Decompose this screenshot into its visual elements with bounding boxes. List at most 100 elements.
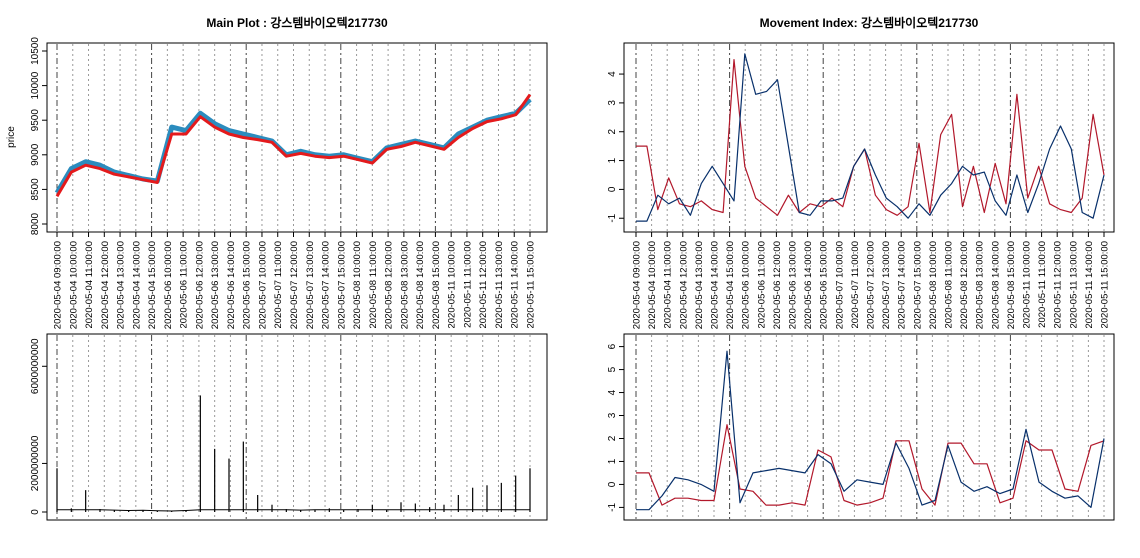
main-xtick-label: 2020-05-04 12:00:00 <box>100 241 111 329</box>
mi-xtick-label: 2020-05-04 15:00:00 <box>725 241 736 329</box>
mi-xtick-label: 2020-05-04 09:00:00 <box>632 241 643 329</box>
mi-xtick-label: 2020-05-04 10:00:00 <box>647 241 658 329</box>
main-plot-frame <box>46 42 548 233</box>
main-plot-title: Main Plot : 강스템바이오텍217730 <box>206 15 388 30</box>
main-xtick-label: 2020-05-07 14:00:00 <box>321 241 332 329</box>
main-xtick-label: 2020-05-11 11:00:00 <box>462 241 473 328</box>
main-xtick-label: 2020-05-07 12:00:00 <box>289 241 300 329</box>
mi-xtick-label: 2020-05-04 11:00:00 <box>663 241 674 329</box>
mi-xtick-label: 2020-05-11 10:00:00 <box>1022 241 1033 329</box>
mi-xtick-label: 2020-05-06 15:00:00 <box>819 241 830 329</box>
mi-xtick-label: 2020-05-07 11:00:00 <box>850 241 861 329</box>
main-xtick-label: 2020-05-08 15:00:00 <box>431 241 442 329</box>
mi-xtick-label: 2020-05-08 10:00:00 <box>928 241 939 329</box>
vol-baseline-series <box>57 509 530 512</box>
vol-ytick-label: 6000000000 <box>30 338 41 394</box>
main-xtick-label: 2020-05-07 15:00:00 <box>336 241 347 329</box>
mi-xtick-label: 2020-05-08 14:00:00 <box>990 241 1001 329</box>
mi2-ytick-label: 2 <box>607 435 618 441</box>
mi2-ytick-label: 4 <box>607 389 618 395</box>
mi-xtick-label: 2020-05-06 14:00:00 <box>803 241 814 329</box>
movement-index-title: Movement Index: 강스템바이오텍217730 <box>760 15 979 30</box>
mi2-series-0 <box>636 424 1105 506</box>
volume-plot-frame <box>46 333 548 521</box>
mi-xtick-label: 2020-05-04 13:00:00 <box>694 241 705 329</box>
main-xtick-label: 2020-05-07 11:00:00 <box>273 241 284 329</box>
main-ytick-label: 10000 <box>30 71 41 99</box>
mi-ytick-label: 1 <box>607 157 618 163</box>
main-xtick-label: 2020-05-11 15:00:00 <box>526 241 537 329</box>
mi2-ytick-label: 1 <box>607 458 618 464</box>
main-ytick-label: 8000 <box>30 212 41 235</box>
mi-xtick-label: 2020-05-04 14:00:00 <box>710 241 721 329</box>
main-xtick-label: 2020-05-08 12:00:00 <box>384 241 395 329</box>
main-ytick-label: 10500 <box>30 37 41 65</box>
movement-index-2-frame <box>623 333 1115 521</box>
movement-index-frame <box>623 42 1115 233</box>
main-xtick-label: 2020-05-04 09:00:00 <box>53 241 64 329</box>
main-ytick-label: 9500 <box>30 109 41 132</box>
main-xtick-label: 2020-05-07 10:00:00 <box>257 241 268 329</box>
mi-xtick-label: 2020-05-08 13:00:00 <box>975 241 986 329</box>
main-xtick-label: 2020-05-08 10:00:00 <box>352 241 363 329</box>
mi-xtick-label: 2020-05-06 12:00:00 <box>772 241 783 329</box>
main-xtick-label: 2020-05-11 10:00:00 <box>447 241 458 329</box>
main-xtick-label: 2020-05-04 14:00:00 <box>131 241 142 329</box>
mi-xtick-label: 2020-05-07 10:00:00 <box>834 241 845 329</box>
mi-xtick-label: 2020-05-08 11:00:00 <box>944 241 955 329</box>
mi-ytick-label: -1 <box>607 213 618 222</box>
mi-xtick-label: 2020-05-11 12:00:00 <box>1053 241 1064 329</box>
mi-xtick-label: 2020-05-06 10:00:00 <box>741 241 752 329</box>
main-xtick-label: 2020-05-06 14:00:00 <box>226 241 237 329</box>
mi-ytick-label: 2 <box>607 129 618 135</box>
main-xtick-label: 2020-05-04 10:00:00 <box>68 241 79 329</box>
series-layer <box>54 53 1105 512</box>
main-xtick-label: 2020-05-06 11:00:00 <box>179 241 190 329</box>
mi-xtick-label: 2020-05-11 15:00:00 <box>1100 241 1111 329</box>
mi-xtick-label: 2020-05-08 15:00:00 <box>1006 241 1017 329</box>
main-xtick-label: 2020-05-06 10:00:00 <box>163 241 174 329</box>
mi-xtick-label: 2020-05-06 13:00:00 <box>788 241 799 329</box>
mi-xtick-label: 2020-05-07 12:00:00 <box>866 241 877 329</box>
main-xtick-label: 2020-05-11 12:00:00 <box>478 241 489 329</box>
main-plot-ylabel: price <box>6 126 17 148</box>
mi-xtick-label: 2020-05-11 11:00:00 <box>1037 241 1048 328</box>
mi2-ytick-label: 5 <box>607 366 618 372</box>
mi2-ytick-label: 6 <box>607 343 618 349</box>
mi-xtick-label: 2020-05-11 13:00:00 <box>1068 241 1079 329</box>
vol-ytick-label: 2000000000 <box>30 435 41 491</box>
main-xtick-label: 2020-05-04 13:00:00 <box>116 241 127 329</box>
mi2-ytick-label: -1 <box>607 503 618 512</box>
mi-ytick-label: 0 <box>607 186 618 192</box>
main-series-1 <box>55 93 532 198</box>
mi2-ytick-label: 0 <box>607 481 618 487</box>
main-xtick-label: 2020-05-08 13:00:00 <box>399 241 410 329</box>
mi-ytick-label: 4 <box>607 71 618 77</box>
mi-xtick-label: 2020-05-08 12:00:00 <box>959 241 970 329</box>
main-xtick-label: 2020-05-04 11:00:00 <box>84 241 95 329</box>
main-xtick-label: 2020-05-04 15:00:00 <box>147 241 158 329</box>
grid-layer <box>56 44 1105 519</box>
mi-series-1 <box>636 53 1105 222</box>
mi-xtick-label: 2020-05-11 14:00:00 <box>1084 241 1095 329</box>
main-xtick-label: 2020-05-08 14:00:00 <box>415 241 426 329</box>
main-ytick-label: 9000 <box>30 143 41 166</box>
mi-xtick-label: 2020-05-07 13:00:00 <box>881 241 892 329</box>
main-xtick-label: 2020-05-07 13:00:00 <box>305 241 316 329</box>
vol-ytick-label: 0 <box>30 509 41 515</box>
mi-xtick-label: 2020-05-06 11:00:00 <box>756 241 767 329</box>
mi2-series-1 <box>636 350 1105 511</box>
main-ytick-label: 8500 <box>30 178 41 201</box>
main-xtick-label: 2020-05-11 14:00:00 <box>510 241 521 329</box>
main-xtick-label: 2020-05-06 15:00:00 <box>242 241 253 329</box>
mi2-ytick-label: 3 <box>607 412 618 418</box>
main-xtick-label: 2020-05-08 11:00:00 <box>368 241 379 329</box>
main-series-0 <box>54 97 532 195</box>
mi-ytick-label: 3 <box>607 100 618 106</box>
main-xtick-label: 2020-05-06 12:00:00 <box>194 241 205 329</box>
mi-xtick-label: 2020-05-07 15:00:00 <box>912 241 923 329</box>
mi-xtick-label: 2020-05-04 12:00:00 <box>678 241 689 329</box>
